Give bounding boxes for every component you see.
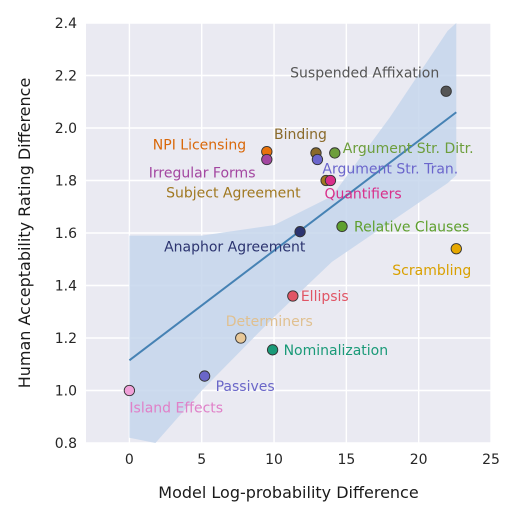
y-tick-label: 2.0 bbox=[55, 121, 77, 137]
data-point bbox=[336, 220, 348, 233]
data-point bbox=[261, 153, 273, 166]
y-tick-label: 0.8 bbox=[55, 436, 77, 452]
x-tick-label: 25 bbox=[482, 452, 500, 468]
point-label: Quantifiers bbox=[324, 187, 401, 203]
x-tick-label: 10 bbox=[265, 452, 283, 468]
y-tick-label: 1.4 bbox=[55, 279, 77, 295]
point-label: Suspended Affixation bbox=[290, 65, 439, 81]
x-tick-label: 5 bbox=[197, 452, 206, 468]
data-point bbox=[440, 85, 452, 97]
point-label: Nominalization bbox=[284, 343, 389, 359]
y-tick-label: 2.4 bbox=[55, 16, 77, 32]
y-tick-label: 2.2 bbox=[55, 69, 77, 85]
point-label: Relative Clauses bbox=[354, 219, 469, 235]
data-point bbox=[311, 153, 324, 166]
y-axis-title: Human Acceptability Rating Difference bbox=[15, 78, 34, 389]
data-point bbox=[198, 370, 211, 382]
point-label: Subject Agreement bbox=[166, 186, 301, 202]
y-tick-label: 1.8 bbox=[55, 174, 77, 190]
point-label: Scrambling bbox=[392, 263, 471, 279]
x-tick-label: 15 bbox=[337, 452, 355, 468]
point-label: Ellipsis bbox=[301, 289, 349, 305]
data-point bbox=[287, 290, 299, 302]
point-label: Binding bbox=[274, 127, 327, 143]
x-tick-labels: 0 5 10 15 20 25 bbox=[125, 452, 500, 468]
confidence-band bbox=[129, 23, 457, 443]
y-tick-label: 1.6 bbox=[55, 226, 77, 242]
point-label: NPI Licensing bbox=[153, 138, 246, 154]
point-label: Argument Str. Tran. bbox=[322, 162, 458, 178]
data-point bbox=[123, 384, 136, 397]
data-point bbox=[324, 174, 337, 187]
data-point bbox=[329, 147, 341, 159]
y-tick-label: 1.2 bbox=[55, 331, 77, 347]
point-labels: Suspended Affixation NPI Licensing Binding… bbox=[129, 65, 473, 416]
data-point bbox=[235, 332, 247, 344]
x-tick-label: 20 bbox=[410, 452, 428, 468]
data-point bbox=[450, 243, 462, 255]
regression-line bbox=[128, 111, 457, 362]
data-point bbox=[294, 226, 306, 238]
point-label: Island Effects bbox=[129, 401, 223, 417]
point-label: Passives bbox=[216, 379, 275, 395]
y-tick-labels: 0.8 1.0 1.2 1.4 1.6 1.8 2.0 2.2 2.4 bbox=[55, 16, 77, 452]
x-tick-label: 0 bbox=[125, 452, 134, 468]
point-label: Determiners bbox=[226, 314, 313, 330]
data-point bbox=[266, 344, 279, 356]
data-points bbox=[123, 85, 462, 397]
point-label: Irregular Forms bbox=[149, 166, 256, 182]
point-label: Argument Str. Ditr. bbox=[343, 141, 474, 157]
point-label: Anaphor Agreement bbox=[164, 240, 306, 256]
x-axis-title: Model Log-probability Difference bbox=[158, 483, 418, 502]
y-tick-label: 1.0 bbox=[55, 384, 77, 400]
